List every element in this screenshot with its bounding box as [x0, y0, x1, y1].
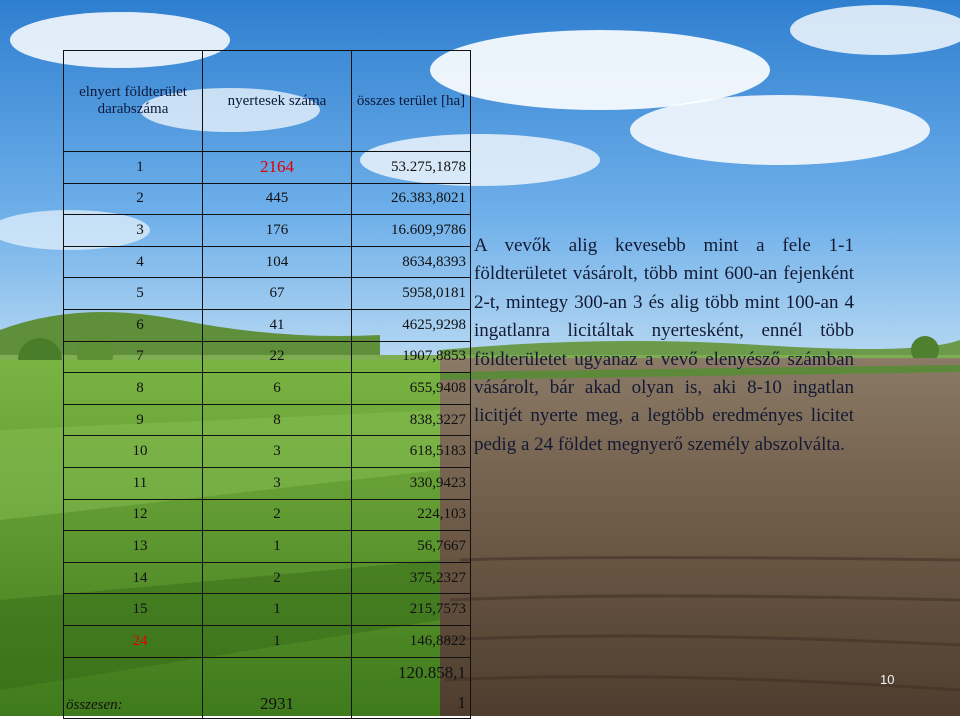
cell-winner-count: 6 [202, 372, 352, 405]
page-number: 10 [880, 672, 895, 687]
table-row: 7 22 1907,8853 [63, 340, 471, 374]
cell-parcel-count: 4 [63, 245, 203, 279]
cell-total-area: 375,2327 [351, 561, 471, 595]
total-label: összesen: [63, 656, 203, 719]
table-row: 15 1 215,7573 [63, 593, 471, 626]
header-parcel-count: elnyert földterület darabszáma [63, 50, 203, 152]
table-row: 9 8 838,3227 [63, 403, 471, 437]
cell-winner-count: 1 [202, 530, 352, 563]
table-row: 8 6 655,9408 [63, 372, 471, 405]
cell-winner-count: 1 [202, 624, 352, 658]
table-row: 3 176 16.609,9786 [63, 214, 471, 247]
cell-parcel-count: 8 [63, 372, 203, 405]
cell-parcel-count: 24 [63, 624, 203, 658]
cell-parcel-count: 12 [63, 498, 203, 532]
table-row: 14 2 375,2327 [63, 561, 471, 595]
table-row: 11 3 330,9423 [63, 466, 471, 500]
cell-winner-count: 2 [202, 498, 352, 532]
cell-parcel-count: 1 [63, 151, 203, 184]
cell-parcel-count: 5 [63, 277, 203, 310]
cell-parcel-count: 15 [63, 593, 203, 626]
table-row: 5 67 5958,0181 [63, 277, 471, 310]
summary-paragraph: A vevők alig kevesebb mint a fele 1-1 fö… [474, 235, 854, 455]
table-row: 12 2 224,103 [63, 498, 471, 532]
cell-parcel-count: 2 [63, 182, 203, 216]
table-row: 6 41 4625,9298 [63, 308, 471, 342]
table-row: 1 2164 53.275,1878 [63, 151, 471, 184]
table-row: 4 104 8634,8393 [63, 245, 471, 279]
cell-total-area: 224,103 [351, 498, 471, 532]
table-row: 24 1 146,8822 [63, 624, 471, 658]
auction-results-table-container: elnyert földterület darabszáma nyertesek… [63, 50, 471, 719]
cell-winner-count: 3 [202, 466, 352, 500]
total-area-line2: 1 [457, 692, 467, 712]
table-row: 10 3 618,5183 [63, 435, 471, 468]
total-area-line1: 120.858,1 [398, 662, 466, 682]
cell-parcel-count: 6 [63, 308, 203, 342]
cell-total-area: 1907,8853 [351, 340, 471, 374]
table-header-row: elnyert földterület darabszáma nyertesek… [63, 50, 471, 152]
cell-winner-count: 22 [202, 340, 352, 374]
cell-total-area: 5958,0181 [351, 277, 471, 310]
header-total-area: összes terület [ha] [351, 50, 471, 152]
cell-parcel-count: 9 [63, 403, 203, 437]
cell-total-area: 53.275,1878 [351, 151, 471, 184]
cell-winner-count: 8 [202, 403, 352, 437]
cell-winner-count: 3 [202, 435, 352, 468]
cell-parcel-count: 14 [63, 561, 203, 595]
total-area: 120.858,1 1 [351, 656, 471, 719]
cell-winner-count: 1 [202, 593, 352, 626]
cell-winner-count: 445 [202, 182, 352, 216]
cell-total-area: 618,5183 [351, 435, 471, 468]
cell-total-area: 330,9423 [351, 466, 471, 500]
total-winner-count: 2931 [202, 656, 352, 719]
table-row: 2 445 26.383,8021 [63, 182, 471, 216]
cell-total-area: 4625,9298 [351, 308, 471, 342]
cell-winner-count: 67 [202, 277, 352, 310]
cell-parcel-count: 11 [63, 466, 203, 500]
cell-total-area: 26.383,8021 [351, 182, 471, 216]
cell-parcel-count: 10 [63, 435, 203, 468]
cell-winner-count: 104 [202, 245, 352, 279]
cell-total-area: 655,9408 [351, 372, 471, 405]
header-winner-count: nyertesek száma [202, 50, 352, 152]
table-row: 13 1 56,7667 [63, 530, 471, 563]
cell-winner-count: 2164 [202, 151, 352, 184]
cell-parcel-count: 13 [63, 530, 203, 563]
cell-total-area: 8634,8393 [351, 245, 471, 279]
cell-winner-count: 2 [202, 561, 352, 595]
cell-total-area: 16.609,9786 [351, 214, 471, 247]
cell-total-area: 215,7573 [351, 593, 471, 626]
cell-winner-count: 41 [202, 308, 352, 342]
cell-winner-count: 176 [202, 214, 352, 247]
cell-parcel-count: 7 [63, 340, 203, 374]
auction-results-table: elnyert földterület darabszáma nyertesek… [63, 50, 471, 719]
table-total-row: összesen: 2931 120.858,1 1 [63, 656, 471, 719]
cell-total-area: 56,7667 [351, 530, 471, 563]
cell-total-area: 146,8822 [351, 624, 471, 658]
cell-total-area: 838,3227 [351, 403, 471, 437]
cell-parcel-count: 3 [63, 214, 203, 247]
